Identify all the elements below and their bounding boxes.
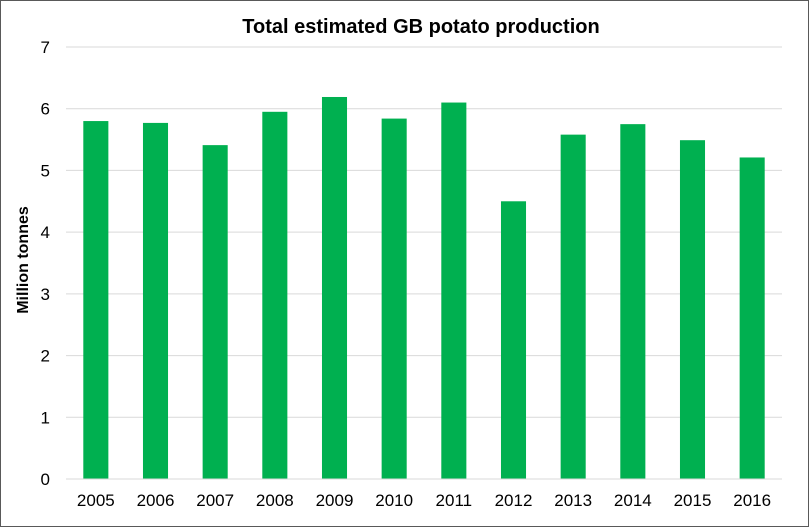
y-axis-label: Million tonnes xyxy=(15,206,32,314)
y-tick-label: 0 xyxy=(41,470,50,489)
bar-2005 xyxy=(83,121,109,480)
x-tick-label: 2010 xyxy=(375,491,413,510)
y-tick-label: 3 xyxy=(41,285,50,304)
bar-2016 xyxy=(739,157,765,479)
bar-2013 xyxy=(560,134,586,480)
chart-title: Total estimated GB potato production xyxy=(242,16,599,38)
bars xyxy=(83,96,765,480)
bar-2015 xyxy=(679,140,706,479)
y-tick-labels: 0 1 2 3 4 5 6 7 xyxy=(41,38,50,489)
y-tick-label: 1 xyxy=(41,408,50,427)
x-tick-label: 2007 xyxy=(196,491,234,510)
bar-2006 xyxy=(142,122,169,479)
y-tick-label: 7 xyxy=(41,38,50,57)
bar-2007 xyxy=(202,145,228,479)
x-tick-label: 2011 xyxy=(436,491,473,510)
gridlines xyxy=(66,46,782,418)
x-tick-label: 2008 xyxy=(256,491,294,510)
bar-2010 xyxy=(381,118,407,480)
bar-2011 xyxy=(441,102,467,480)
x-tick-label: 2014 xyxy=(614,491,652,510)
bar-2012 xyxy=(500,201,527,480)
y-tick-label: 5 xyxy=(41,161,50,180)
bar-2014 xyxy=(620,124,646,480)
x-tick-label: 2012 xyxy=(495,491,533,510)
x-tick-label: 2009 xyxy=(316,491,354,510)
x-tick-labels: 2005 2006 2007 2008 2009 2010 2011 2012 2013 2014… xyxy=(77,491,771,510)
x-tick-label: 2015 xyxy=(674,491,712,510)
y-tick-label: 6 xyxy=(41,100,50,119)
bar-2009 xyxy=(321,96,348,479)
x-tick-label: 2006 xyxy=(137,491,175,510)
x-tick-label: 2013 xyxy=(554,491,592,510)
x-tick-label: 2005 xyxy=(77,491,115,510)
bar-2008 xyxy=(262,111,288,480)
y-tick-label: 2 xyxy=(41,347,50,366)
x-tick-label: 2016 xyxy=(733,491,771,510)
y-tick-label: 4 xyxy=(41,223,50,242)
